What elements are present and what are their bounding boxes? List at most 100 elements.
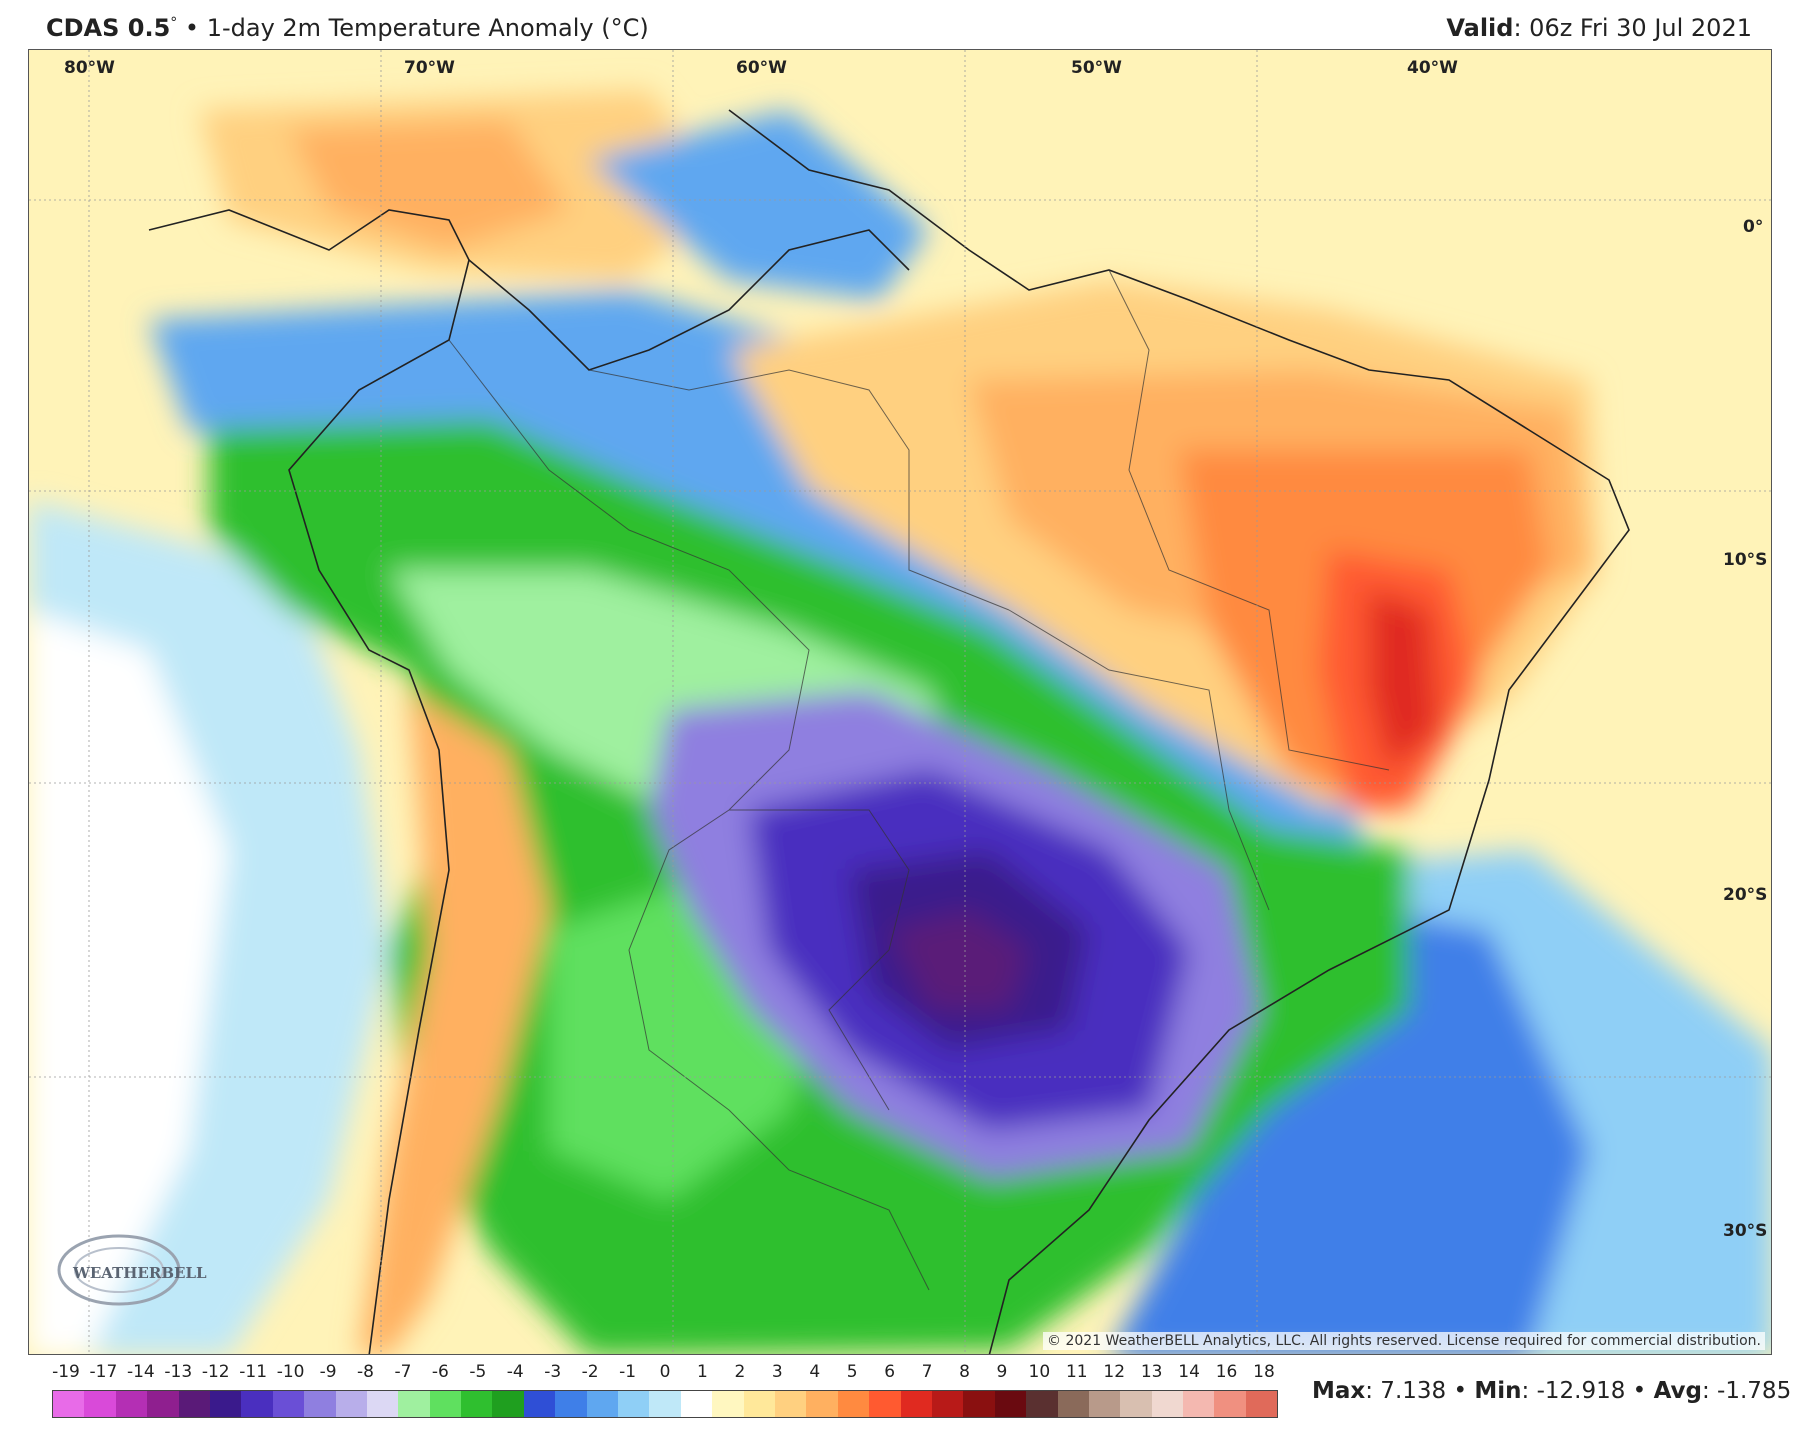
colorbar-tick-label: -6 — [431, 1362, 449, 1382]
colorbar-swatch — [1214, 1391, 1246, 1417]
colorbar-swatch — [900, 1391, 932, 1417]
colorbar-swatch — [869, 1391, 901, 1417]
map-header: CDAS 0.5° • 1-day 2m Temperature Anomaly… — [28, 8, 1772, 48]
weatherbell-logo: WEATHERBELL — [57, 1234, 207, 1306]
colorbar-swatch — [931, 1391, 964, 1417]
latitude-labels: 0° 10°S 20°S 30°S — [1723, 217, 1767, 1241]
colorbar-swatch — [680, 1391, 713, 1417]
colorbar-swatch — [963, 1391, 995, 1417]
valid-value: : 06z Fri 30 Jul 2021 — [1513, 14, 1752, 42]
colorbar-ticks: -19 -17 -14 -13 -12 -11 -10 -9 -8 -7 -6 -5 -4 -3 -2 -1 0… — [52, 1362, 1278, 1388]
colorbar-tick-label: -12 — [201, 1362, 230, 1382]
stats-sep-2: • — [1625, 1378, 1654, 1404]
colorbar-tick-label: -1 — [619, 1362, 637, 1382]
colorbar-tick-label: 11 — [1065, 1362, 1088, 1382]
colorbar-tick-label: 4 — [809, 1362, 821, 1382]
avg-value: : -1.785 — [1702, 1378, 1792, 1404]
colorbar-tick-label: -7 — [394, 1362, 412, 1382]
lon-label-80w: 80°W — [64, 58, 115, 78]
colorbar-tick-label: 13 — [1140, 1362, 1163, 1382]
max-value: : 7.138 — [1365, 1378, 1447, 1404]
colorbar-swatch — [1245, 1391, 1278, 1417]
valid-time: Valid: 06z Fri 30 Jul 2021 — [1446, 14, 1752, 42]
valid-label: Valid — [1446, 14, 1514, 42]
lat-label-0: 0° — [1743, 217, 1763, 237]
colorbar-swatch — [618, 1391, 650, 1417]
colorbar-tick-label: -14 — [126, 1362, 155, 1382]
colorbar-tick-label: 7 — [921, 1362, 933, 1382]
colorbar-tick-label: 1 — [697, 1362, 708, 1382]
colorbar-swatch — [84, 1391, 116, 1417]
colorbar-tick-label: -2 — [581, 1362, 599, 1382]
map-title: CDAS 0.5° • 1-day 2m Temperature Anomaly… — [46, 14, 649, 42]
lon-label-60w: 60°W — [736, 58, 787, 78]
lon-label-50w: 50°W — [1071, 58, 1122, 78]
copyright-notice: © 2021 WeatherBELL Analytics, LLC. All r… — [1043, 1332, 1765, 1350]
anomaly-field — [29, 90, 1771, 1354]
colorbar-swatch — [398, 1391, 430, 1417]
colorbar-tick-label: 6 — [884, 1362, 896, 1382]
colorbar-swatch — [209, 1391, 242, 1417]
colorbar-tick-label: 9 — [996, 1362, 1008, 1382]
longitude-labels: 80°W 70°W 60°W 50°W 40°W — [64, 58, 1458, 78]
avg-label: Avg — [1653, 1378, 1702, 1404]
lat-label-10s: 10°S — [1723, 550, 1767, 570]
title-bullet: • — [184, 14, 200, 42]
colorbar-swatch — [1183, 1391, 1215, 1417]
logo-text: WEATHERBELL — [72, 1264, 207, 1282]
colorbar-swatch — [555, 1391, 587, 1417]
colorbar-tick-label: -4 — [506, 1362, 524, 1382]
lon-label-70w: 70°W — [404, 58, 455, 78]
colorbar-tick-label: 2 — [734, 1362, 746, 1382]
field-stats: Max: 7.138 • Min: -12.918 • Avg: -1.785 — [1312, 1378, 1791, 1404]
colorbar-swatch — [1088, 1391, 1121, 1417]
colorbar-tick-label: -17 — [89, 1362, 118, 1382]
colorbar-tick-label: -13 — [164, 1362, 193, 1382]
product-name: 1-day 2m Temperature Anomaly (°C) — [206, 14, 649, 42]
model-name: CDAS 0.5 — [46, 14, 171, 42]
colorbar-tick-label: -9 — [319, 1362, 337, 1382]
colorbar-tick-label: -8 — [357, 1362, 374, 1382]
colorbar-tick-label: 14 — [1178, 1362, 1200, 1382]
colorbar-tick-label: -5 — [469, 1362, 487, 1382]
colorbar-swatch — [178, 1391, 210, 1417]
colorbar-swatch — [774, 1391, 807, 1417]
colorbar-tick-label: -19 — [52, 1362, 80, 1382]
colorbar-swatch — [429, 1391, 462, 1417]
colorbar-swatch — [492, 1391, 524, 1417]
colorbar-tick-label: -11 — [239, 1362, 268, 1382]
min-value: : -12.918 — [1521, 1378, 1626, 1404]
colorbar-swatch — [335, 1391, 367, 1417]
colorbar-swatch — [304, 1391, 336, 1417]
model-degree-symbol: ° — [170, 15, 178, 31]
colorbar-swatch — [147, 1391, 179, 1417]
colorbar-tick-label: 12 — [1103, 1362, 1126, 1382]
colorbar-tick-label: 16 — [1215, 1362, 1238, 1382]
colorbar-tick-label: -3 — [544, 1362, 562, 1382]
colorbar-swatch — [366, 1391, 399, 1417]
lat-label-30s: 30°S — [1723, 1221, 1767, 1241]
colorbar-scale — [52, 1390, 1278, 1418]
min-label: Min — [1474, 1378, 1522, 1404]
lon-label-40w: 40°W — [1407, 58, 1458, 78]
colorbar-swatch — [1120, 1391, 1152, 1417]
colorbar-swatch — [743, 1391, 775, 1417]
country-borders — [448, 269, 1390, 1291]
colorbar-swatch — [115, 1391, 148, 1417]
colorbar-swatch — [53, 1391, 85, 1417]
colorbar-tick-label: 0 — [659, 1362, 671, 1382]
stats-sep-1: • — [1446, 1378, 1475, 1404]
graticule — [29, 50, 1771, 1354]
colorbar-tick-label: 3 — [771, 1362, 783, 1382]
max-label: Max — [1312, 1378, 1366, 1404]
colorbar-swatch — [272, 1391, 305, 1417]
colorbar-swatch — [241, 1391, 273, 1417]
lat-label-20s: 20°S — [1723, 885, 1767, 905]
colorbar-tick-label: 8 — [959, 1362, 970, 1382]
colorbar-swatch — [712, 1391, 744, 1417]
coastlines — [148, 109, 1630, 1354]
colorbar-tick-label: 5 — [846, 1362, 858, 1382]
colorbar-swatch — [523, 1391, 556, 1417]
map-canvas: 80°W 70°W 60°W 50°W 40°W 0° 10°S 20°S 30… — [29, 50, 1771, 1354]
colorbar-tick-label: 10 — [1028, 1362, 1051, 1382]
